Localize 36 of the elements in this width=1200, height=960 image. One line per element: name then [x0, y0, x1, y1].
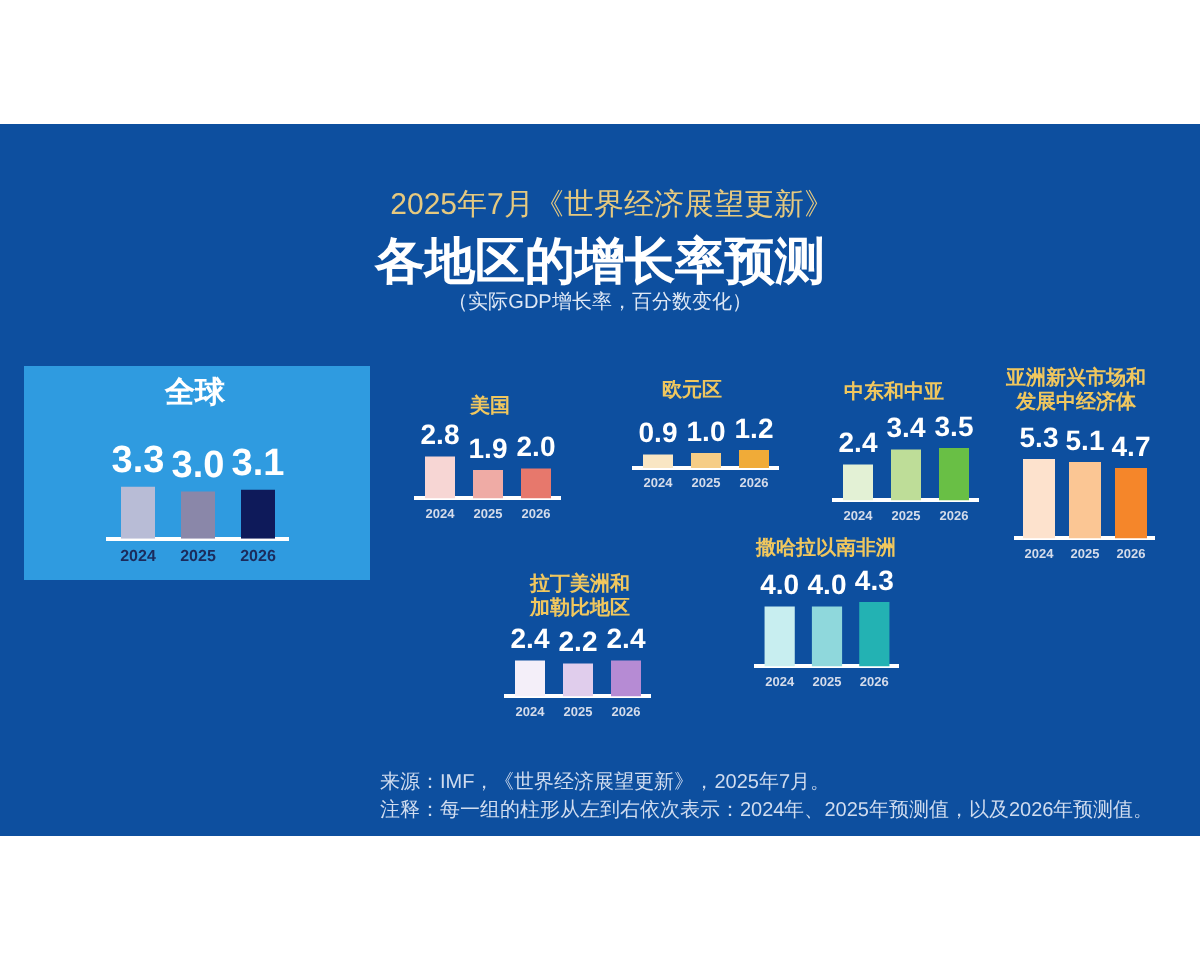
chart-title: 撒哈拉以南非洲 — [756, 538, 896, 561]
source-note: 来源：IMF，《世界经济展望更新》，2025年7月。 — [380, 770, 831, 796]
text: 注释：每一组的柱形从左到右依次表示：2024年、2025年预测值，以及2026年预测值。 — [380, 798, 1154, 824]
data-label: 2.4 — [605, 621, 645, 654]
data-label: 4.7 — [1111, 429, 1151, 462]
chart-title: 亚洲新兴市场和发展中经济体 — [1004, 368, 1148, 414]
data-label: 4.0 — [759, 567, 799, 600]
data-label: 4.0 — [806, 567, 846, 600]
data-label: 2.4 — [509, 621, 549, 654]
data-label: 3.3 — [110, 439, 164, 482]
text: 2025年7月《世界经济展望更新》 — [390, 188, 834, 224]
text: 各地区的增长率预测 — [375, 234, 825, 290]
data-label: 3.5 — [933, 409, 973, 442]
data-label: 1.2 — [734, 411, 774, 444]
data-label: 2.4 — [837, 425, 877, 458]
chart-title: 美国 — [470, 396, 510, 419]
x-tick-label: 2026 — [239, 545, 276, 564]
data-label: 2.2 — [557, 624, 597, 657]
data-label: 3.0 — [170, 444, 224, 487]
text: （实际GDP增长率，百分数变化） — [448, 292, 752, 316]
chart-title: 拉丁美洲和加勒比地区 — [527, 574, 632, 620]
data-label: 5.3 — [1019, 420, 1059, 453]
data-label: 2.8 — [419, 417, 459, 450]
data-label: 0.9 — [638, 416, 678, 449]
x-tick-label: 2025 — [179, 545, 216, 564]
chart-title: 欧元区 — [662, 380, 722, 403]
chart-title: 全球 — [165, 376, 225, 411]
x-tick-label: 2024 — [119, 545, 156, 564]
data-label: 1.0 — [686, 414, 726, 447]
data-label: 4.3 — [853, 563, 894, 596]
data-label: 5.1 — [1065, 423, 1105, 456]
data-label: 1.9 — [467, 431, 507, 464]
data-label: 2.0 — [515, 429, 555, 462]
data-label: 3.4 — [885, 410, 925, 443]
data-label: 3.1 — [230, 442, 285, 485]
chart-title: 中东和中亚 — [844, 382, 944, 405]
